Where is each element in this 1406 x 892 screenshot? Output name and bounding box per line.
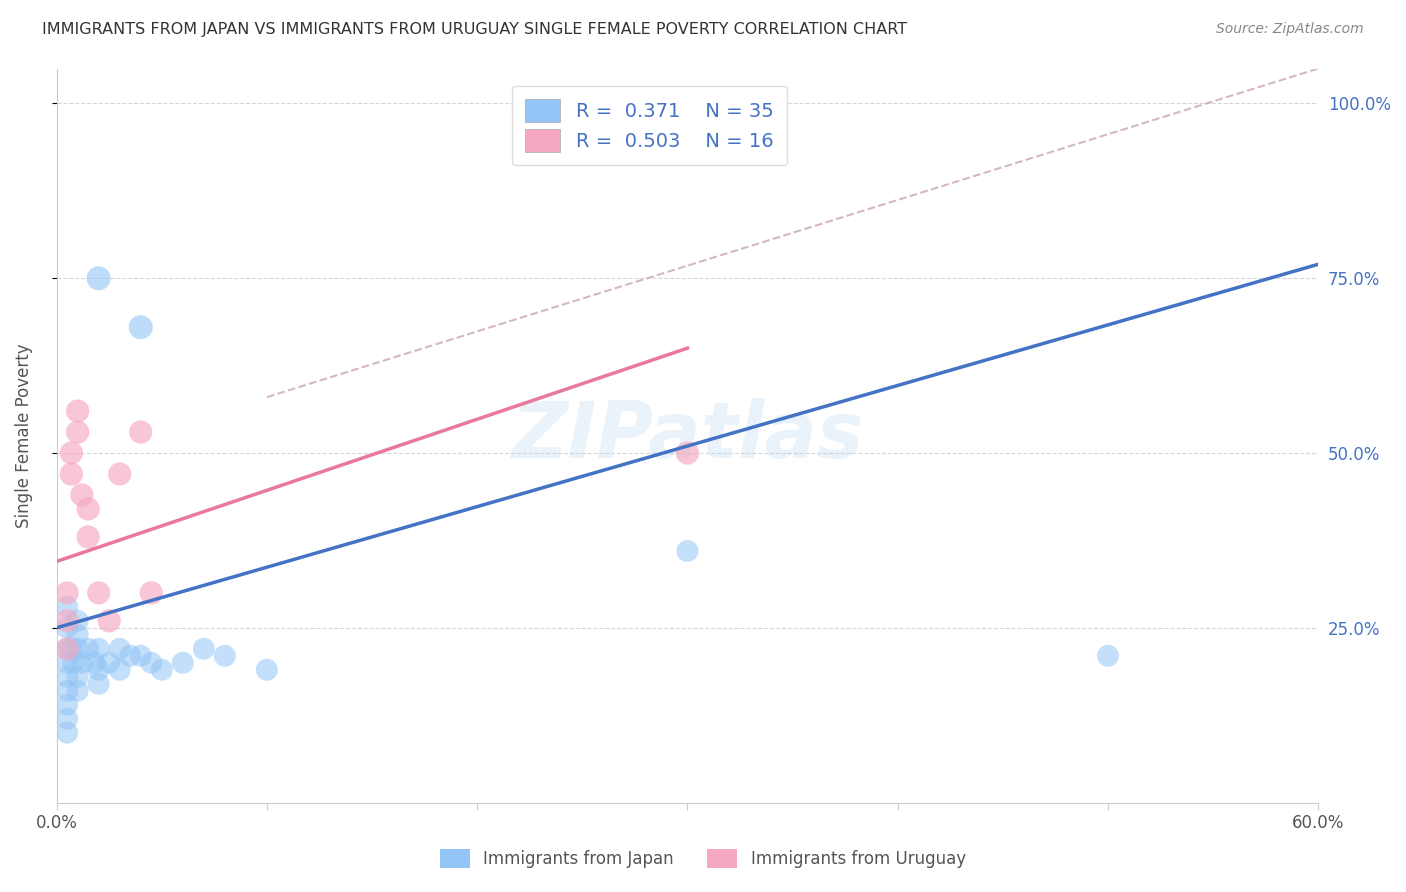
Point <box>60 641 83 656</box>
Point <box>77 641 100 656</box>
Point <box>83 656 105 670</box>
Point <box>66 670 89 684</box>
Point <box>56 670 79 684</box>
Point <box>676 544 699 558</box>
Point <box>98 614 121 628</box>
Point <box>108 467 131 481</box>
Point <box>70 656 93 670</box>
Point <box>141 586 163 600</box>
Point <box>56 656 79 670</box>
Point <box>108 663 131 677</box>
Point <box>77 530 100 544</box>
Point <box>66 425 89 439</box>
Point <box>66 628 89 642</box>
Point <box>141 656 163 670</box>
Point <box>66 683 89 698</box>
Point <box>66 614 89 628</box>
Point <box>676 446 699 460</box>
Point <box>87 641 110 656</box>
Point <box>66 641 89 656</box>
Point <box>56 586 79 600</box>
Point <box>129 648 152 663</box>
Point <box>1097 648 1119 663</box>
Point <box>214 648 236 663</box>
Point <box>56 614 79 628</box>
Point <box>77 502 100 516</box>
Point <box>193 641 215 656</box>
Point <box>62 656 84 670</box>
Point <box>56 621 79 635</box>
Point <box>129 425 152 439</box>
Point <box>56 712 79 726</box>
Point <box>56 599 79 614</box>
Point <box>56 698 79 712</box>
Point <box>150 663 173 677</box>
Point <box>56 725 79 739</box>
Point <box>87 586 110 600</box>
Legend: R =  0.371    N = 35, R =  0.503    N = 16: R = 0.371 N = 35, R = 0.503 N = 16 <box>512 86 787 166</box>
Point <box>87 663 110 677</box>
Text: ZIPatlas: ZIPatlas <box>512 398 863 474</box>
Point <box>70 488 93 502</box>
Point <box>98 656 121 670</box>
Text: Source: ZipAtlas.com: Source: ZipAtlas.com <box>1216 22 1364 37</box>
Point <box>87 677 110 691</box>
Point <box>56 683 79 698</box>
Point <box>56 641 79 656</box>
Point <box>60 467 83 481</box>
Point <box>66 404 89 418</box>
Point <box>87 271 110 285</box>
Text: IMMIGRANTS FROM JAPAN VS IMMIGRANTS FROM URUGUAY SINGLE FEMALE POVERTY CORRELATI: IMMIGRANTS FROM JAPAN VS IMMIGRANTS FROM… <box>42 22 907 37</box>
Point <box>108 641 131 656</box>
Point <box>129 320 152 334</box>
Point <box>256 663 278 677</box>
Legend: Immigrants from Japan, Immigrants from Uruguay: Immigrants from Japan, Immigrants from U… <box>433 842 973 875</box>
Point <box>56 641 79 656</box>
Point <box>120 648 142 663</box>
Y-axis label: Single Female Poverty: Single Female Poverty <box>15 343 32 528</box>
Point <box>172 656 194 670</box>
Point <box>60 446 83 460</box>
